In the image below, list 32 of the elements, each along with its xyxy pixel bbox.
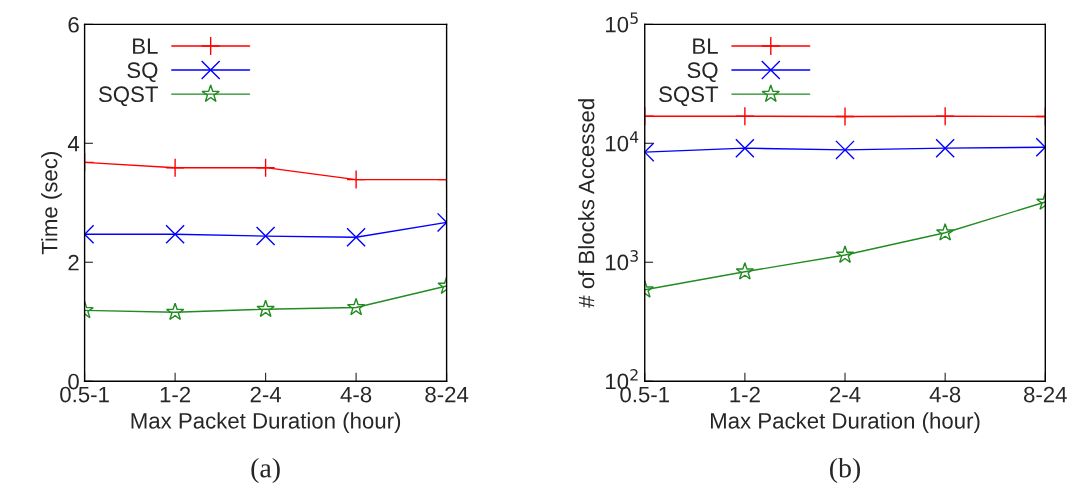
x-tick-label: 4-8 <box>340 386 372 403</box>
point <box>835 106 855 127</box>
x-tick-label: 2-4 <box>250 386 282 403</box>
text: (b) <box>830 457 860 484</box>
legend-label: SQ <box>687 62 718 83</box>
y-tick-label: 10$^{3}$ <box>606 250 638 271</box>
point <box>255 157 276 178</box>
legend-label: BL <box>693 38 718 54</box>
legend-label: SQ <box>127 62 158 83</box>
legend-label: SQST <box>98 86 158 107</box>
x-tick-label: 8-24 <box>425 386 469 403</box>
legend-label: SQST <box>659 86 719 107</box>
legend-label: BL <box>133 38 158 54</box>
y-tick-label: 4 <box>67 136 80 152</box>
y-tick-label: 6 <box>68 16 79 33</box>
x-axis-title: Max Packet Duration (hour) <box>131 412 401 434</box>
x-tick-label: 1-2 <box>160 386 191 403</box>
x-tick-label: 1-2 <box>730 386 760 403</box>
point <box>835 140 855 160</box>
y-axis-title: Time (sec) <box>41 152 62 255</box>
x-axis-title: Max Packet Duration (hour) <box>710 412 980 434</box>
y-axis-title: # of Blocks Accessed <box>578 99 595 308</box>
x-tick-label: 2-4 <box>830 386 861 403</box>
x-tick-label: 8-24 <box>1024 386 1067 403</box>
y-tick-label: 10$^{4}$ <box>606 131 639 152</box>
point <box>835 245 855 264</box>
point <box>255 226 276 246</box>
y-tick-label: 2 <box>68 254 79 271</box>
text: (a) <box>251 457 280 484</box>
y-tick-label: 10$^{5}$ <box>606 12 638 33</box>
x-tick-label: 4-8 <box>929 386 961 403</box>
point <box>256 299 275 318</box>
